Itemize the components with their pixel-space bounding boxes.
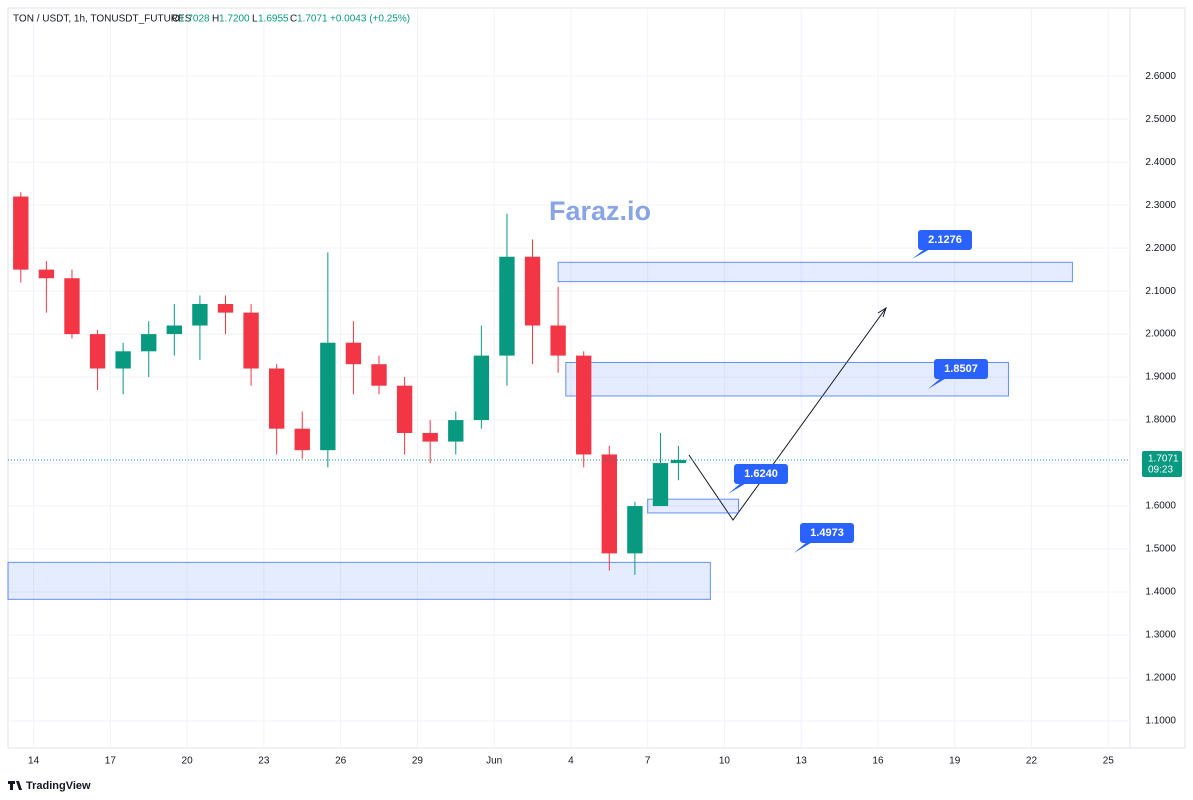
x-tick-label: 17: [105, 756, 117, 767]
candle-body: [141, 334, 157, 352]
y-tick-label: 1.6000: [1145, 501, 1176, 512]
candle-body: [422, 432, 438, 442]
candle-body: [396, 385, 413, 433]
brand-logo: [8, 781, 22, 790]
y-tick-label: 1.1000: [1145, 716, 1176, 727]
y-tick-label: 2.6000: [1145, 71, 1176, 82]
callout-box: [800, 523, 854, 543]
candle-body: [371, 364, 387, 386]
candle-body: [64, 278, 80, 335]
candle-body: [217, 304, 234, 313]
candle-body: [550, 325, 566, 356]
x-tick-label: 7: [645, 756, 651, 767]
arrow-head: [877, 306, 887, 318]
y-tick-label: 1.5000: [1145, 544, 1176, 555]
y-tick-label: 1.8000: [1145, 415, 1176, 426]
callout-label: 2.1276: [928, 234, 962, 246]
y-tick-label: 2.4000: [1145, 157, 1176, 168]
plot-frame: [7, 7, 1186, 749]
header-l-label: L: [252, 14, 258, 25]
last-price-time: 09:23: [1148, 465, 1173, 476]
y-tick-label: 1.9000: [1145, 372, 1176, 383]
y-tick-label: 2.3000: [1145, 200, 1176, 211]
y-tick-label: 1.4000: [1145, 587, 1176, 598]
callout-label: 1.4973: [810, 527, 844, 539]
header-h: 1.7200: [219, 14, 250, 25]
header-c-label: C: [290, 14, 297, 25]
candle-body: [670, 460, 687, 464]
y-tick-label: 1.2000: [1145, 673, 1176, 684]
callout-box: [918, 230, 972, 250]
x-tick-label: 26: [335, 756, 347, 767]
header-c: 1.7071: [297, 14, 328, 25]
callout-label: 1.8507: [944, 363, 978, 375]
x-tick-label: 16: [872, 756, 884, 767]
callout-pointer: [794, 541, 814, 553]
x-tick-label: 13: [796, 756, 808, 767]
candle-body: [89, 334, 106, 369]
x-tick-label: 14: [28, 756, 40, 767]
header-l: 1.6955: [258, 14, 289, 25]
callout-box: [734, 464, 788, 484]
header-o-label: O: [172, 14, 180, 25]
zone: [557, 261, 1073, 283]
candle-body: [601, 454, 617, 554]
callout-pointer: [912, 248, 932, 259]
callout-pointer: [728, 482, 748, 494]
candle-body: [524, 256, 541, 326]
header-change: +0.0043 (+0.25%): [330, 14, 410, 25]
x-tick-label: 19: [949, 756, 961, 767]
candle-body: [345, 342, 362, 365]
callout-box: [934, 359, 988, 379]
candle-body: [448, 420, 464, 442]
x-tick-label: 10: [719, 756, 731, 767]
candle-body: [268, 368, 285, 429]
candle-body: [499, 256, 515, 356]
callout-pointer: [928, 377, 948, 389]
y-tick-label: 2.5000: [1145, 114, 1176, 125]
candle-body: [294, 428, 310, 451]
candle-body: [115, 351, 131, 369]
candle-body: [38, 269, 55, 279]
candle-body: [13, 196, 29, 270]
x-tick-label: 20: [182, 756, 194, 767]
header-o: 1.7028: [179, 14, 210, 25]
x-tick-label: Jun: [486, 756, 502, 767]
header-symbol: TON / USDT, 1h, TONUSDT_FUTURES: [13, 14, 192, 25]
candle-body: [166, 325, 182, 335]
callout-label: 1.6240: [744, 468, 778, 480]
last-price-tag: [1142, 451, 1182, 478]
x-tick-label: 23: [258, 756, 270, 767]
x-tick-label: 22: [1026, 756, 1038, 767]
y-tick-label: 2.2000: [1145, 243, 1176, 254]
watermark: Faraz.io: [549, 196, 651, 226]
candle-body: [320, 342, 336, 451]
x-tick-label: 4: [568, 756, 574, 767]
header-h-label: H: [212, 14, 219, 25]
candle-body: [473, 355, 490, 421]
y-tick-label: 1.3000: [1145, 630, 1176, 641]
candle-body: [576, 355, 592, 455]
last-price-value: 1.7071: [1148, 454, 1179, 465]
zone: [647, 498, 740, 514]
projection-path: [688, 307, 887, 521]
y-tick-label: 2.0000: [1145, 329, 1176, 340]
candle-body: [652, 463, 669, 507]
y-tick-label: 2.1000: [1145, 286, 1176, 297]
x-tick-label: 25: [1103, 756, 1115, 767]
candle-body: [627, 506, 643, 554]
candle-body: [243, 312, 259, 369]
zone: [7, 561, 711, 600]
brand: TradingView: [26, 780, 91, 792]
candle-body: [192, 304, 208, 326]
x-tick-label: 29: [412, 756, 424, 767]
